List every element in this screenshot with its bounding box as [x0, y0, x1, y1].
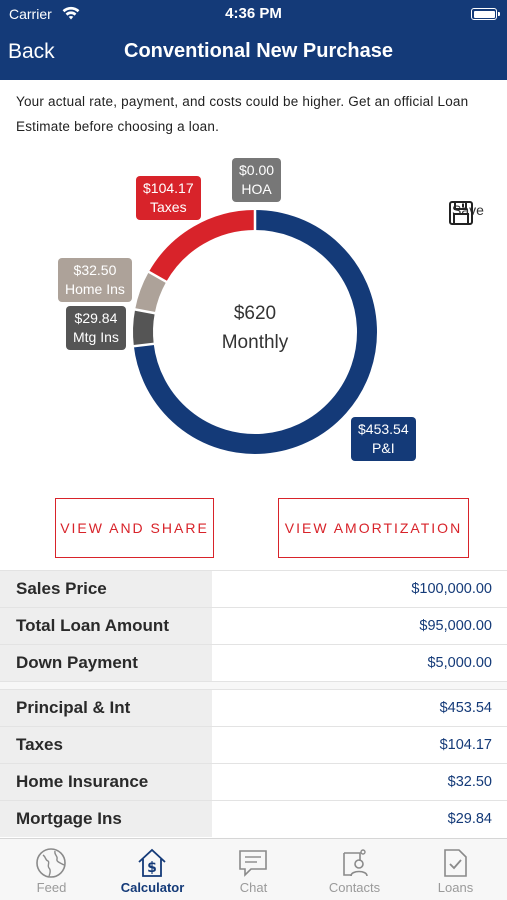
tab-label: Loans: [437, 880, 474, 895]
tab-loans[interactable]: Loans: [405, 839, 506, 900]
segment-divider: [123, 341, 164, 349]
status-bar: Carrier 4:36 PM: [0, 0, 507, 28]
taxes-label: Taxes: [150, 199, 187, 215]
row-label: Mortgage Ins: [0, 801, 212, 837]
carrier-label: Carrier: [9, 6, 52, 22]
tab-feed[interactable]: Feed: [1, 839, 102, 900]
mtg-ins-amount: $29.84: [74, 310, 118, 326]
tab-label: Feed: [36, 880, 67, 895]
page-title: Conventional New Purchase: [124, 40, 393, 62]
row-label: Total Loan Amount: [0, 608, 212, 644]
tab-label: Calculator: [120, 880, 185, 895]
donut-segment-p-i: [133, 210, 377, 454]
table-row: Taxes $104.17: [0, 726, 507, 763]
segment-divider: [125, 306, 165, 317]
row-value: $104.17: [439, 737, 492, 753]
table-row: Total Loan Amount $95,000.00: [0, 607, 507, 644]
segment-divider: [139, 265, 176, 288]
pi-label: P&I: [372, 440, 395, 456]
document-check-icon: [444, 849, 467, 877]
navigation-bar: Carrier 4:36 PM Back Conventional New Pu…: [0, 0, 507, 80]
loan-summary-table: Sales Price $100,000.00 Total Loan Amoun…: [0, 570, 507, 681]
section-divider: [0, 681, 507, 689]
payment-donut-chart: $620 Monthly $0.00 HOA $104.17 Taxes $32…: [0, 150, 507, 480]
donut-segment-taxes: [148, 210, 256, 282]
table-row: Principal & Int $453.54: [0, 689, 507, 726]
back-button[interactable]: Back: [8, 40, 55, 63]
wifi-icon: [62, 6, 80, 20]
donut-segment-home-ins: [135, 271, 167, 314]
globe-icon: [36, 848, 66, 878]
payment-breakdown-table: Principal & Int $453.54 Taxes $104.17 Ho…: [0, 689, 507, 837]
row-value: $100,000.00: [411, 581, 492, 597]
row-value: $5,000.00: [427, 655, 492, 671]
svg-text:$: $: [147, 860, 157, 876]
tab-calculator[interactable]: $ Calculator: [102, 839, 203, 900]
tab-bar: Feed $ Calculator Chat Contacts: [0, 838, 507, 900]
pi-callout: $453.54 P&I: [351, 417, 416, 461]
chat-icon: [239, 850, 267, 877]
view-amortization-button[interactable]: VIEW AMORTIZATION: [278, 498, 469, 558]
monthly-label: Monthly: [221, 332, 289, 353]
hoa-label: HOA: [241, 181, 272, 197]
home-ins-amount: $32.50: [73, 262, 117, 278]
mtg-ins-label: Mtg Ins: [73, 329, 119, 345]
contacts-icon: [343, 849, 368, 877]
row-label: Down Payment: [0, 645, 212, 681]
save-button[interactable]: Save: [448, 200, 488, 225]
taxes-callout: $104.17 Taxes: [136, 176, 201, 220]
row-value: $29.84: [447, 811, 492, 827]
battery-icon: [471, 8, 500, 20]
table-row: Down Payment $5,000.00: [0, 644, 507, 681]
table-row: Sales Price $100,000.00: [0, 570, 507, 607]
row-value: $453.54: [439, 700, 492, 716]
tab-label: Contacts: [328, 880, 381, 895]
row-label: Principal & Int: [0, 690, 212, 726]
house-dollar-icon: $: [138, 848, 166, 877]
disclaimer-text: Your actual rate, payment, and costs cou…: [16, 94, 469, 134]
row-label: Home Insurance: [0, 764, 212, 800]
row-value: $95,000.00: [419, 618, 492, 634]
row-value: $32.50: [447, 774, 492, 790]
row-label: Taxes: [0, 727, 212, 763]
clock: 4:36 PM: [225, 5, 282, 22]
hoa-callout: $0.00 HOA: [232, 158, 282, 202]
tab-chat[interactable]: Chat: [203, 839, 304, 900]
donut-svg: [123, 200, 377, 454]
hoa-amount: $0.00: [239, 162, 275, 178]
home-ins-label: Home Ins: [65, 281, 125, 297]
floppy-disk-icon: [449, 201, 473, 225]
tab-label: Chat: [239, 880, 268, 895]
row-label: Sales Price: [0, 571, 212, 607]
monthly-total: $620: [233, 303, 277, 324]
mtg-ins-callout: $29.84 Mtg Ins: [66, 306, 126, 350]
table-row: Mortgage Ins $29.84: [0, 800, 507, 837]
donut-segment-mtg-ins: [133, 309, 155, 347]
view-and-share-button[interactable]: VIEW AND SHARE: [55, 498, 214, 558]
pi-amount: $453.54: [358, 421, 409, 437]
taxes-amount: $104.17: [143, 180, 194, 196]
home-ins-callout: $32.50 Home Ins: [58, 258, 132, 302]
table-row: Home Insurance $32.50: [0, 763, 507, 800]
tab-contacts[interactable]: Contacts: [304, 839, 405, 900]
